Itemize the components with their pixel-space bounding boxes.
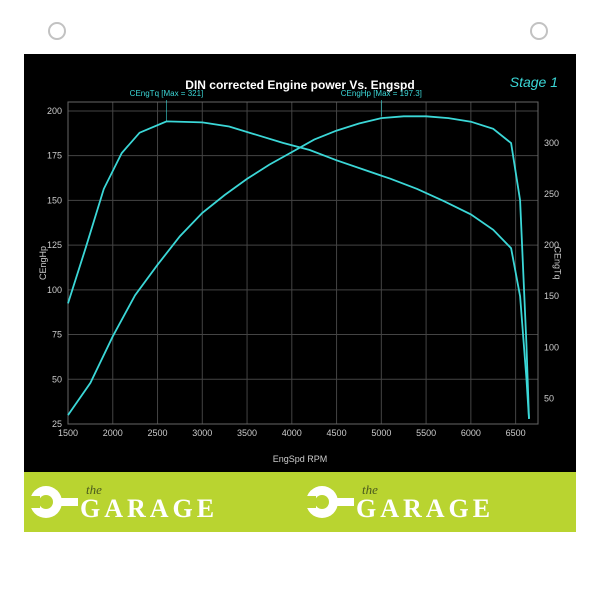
hp-annot: CEngHp [Max = 197.3] — [341, 89, 422, 98]
page-root: DIN corrected Engine power Vs. Engspd St… — [0, 0, 600, 600]
svg-text:5500: 5500 — [416, 428, 436, 438]
svg-text:175: 175 — [47, 151, 62, 161]
topbar — [0, 0, 600, 54]
logo-1: the GARAGE — [24, 472, 300, 532]
y-left-label: CEngHp — [38, 246, 48, 280]
dyno-chart: DIN corrected Engine power Vs. Engspd St… — [24, 54, 576, 472]
dot-1 — [48, 22, 66, 40]
svg-text:25: 25 — [52, 419, 62, 429]
wrench-icon — [302, 476, 354, 528]
footer: the GARAGE the GARAGE — [0, 472, 600, 600]
logo-text-1: the GARAGE — [80, 483, 218, 522]
svg-text:150: 150 — [47, 195, 62, 205]
x-axis-label: EngSpd RPM — [24, 454, 576, 464]
svg-text:300: 300 — [544, 138, 559, 148]
svg-text:50: 50 — [544, 393, 554, 403]
y-right-label: CEngTq — [552, 246, 562, 279]
svg-text:3000: 3000 — [192, 428, 212, 438]
logo-strip: the GARAGE the GARAGE — [24, 472, 576, 532]
torque-annot: CEngTq [Max = 321] — [130, 89, 204, 98]
svg-text:4500: 4500 — [327, 428, 347, 438]
svg-text:125: 125 — [47, 240, 62, 250]
wrench-icon — [26, 476, 78, 528]
svg-text:5000: 5000 — [371, 428, 391, 438]
logo-garage-2: GARAGE — [356, 496, 494, 522]
svg-text:150: 150 — [544, 291, 559, 301]
svg-text:100: 100 — [47, 285, 62, 295]
logo-2: the GARAGE — [300, 472, 576, 532]
svg-text:6500: 6500 — [506, 428, 526, 438]
svg-text:250: 250 — [544, 189, 559, 199]
chart-title: DIN corrected Engine power Vs. Engspd — [24, 78, 576, 92]
svg-text:75: 75 — [52, 330, 62, 340]
logo-text-2: the GARAGE — [356, 483, 494, 522]
svg-text:4000: 4000 — [282, 428, 302, 438]
dot-2 — [530, 22, 548, 40]
svg-text:200: 200 — [47, 106, 62, 116]
svg-text:3500: 3500 — [237, 428, 257, 438]
svg-text:100: 100 — [544, 342, 559, 352]
svg-text:200: 200 — [544, 240, 559, 250]
svg-text:2000: 2000 — [103, 428, 123, 438]
logo-garage-1: GARAGE — [80, 496, 218, 522]
plot-svg: 1500200025003000350040004500500055006000… — [68, 102, 538, 424]
svg-text:6000: 6000 — [461, 428, 481, 438]
svg-text:2500: 2500 — [148, 428, 168, 438]
stage-label: Stage 1 — [510, 74, 558, 90]
svg-text:50: 50 — [52, 374, 62, 384]
plot-area: 1500200025003000350040004500500055006000… — [68, 102, 538, 424]
hp-line — [68, 116, 529, 418]
torque-line — [68, 121, 529, 419]
svg-text:1500: 1500 — [58, 428, 78, 438]
